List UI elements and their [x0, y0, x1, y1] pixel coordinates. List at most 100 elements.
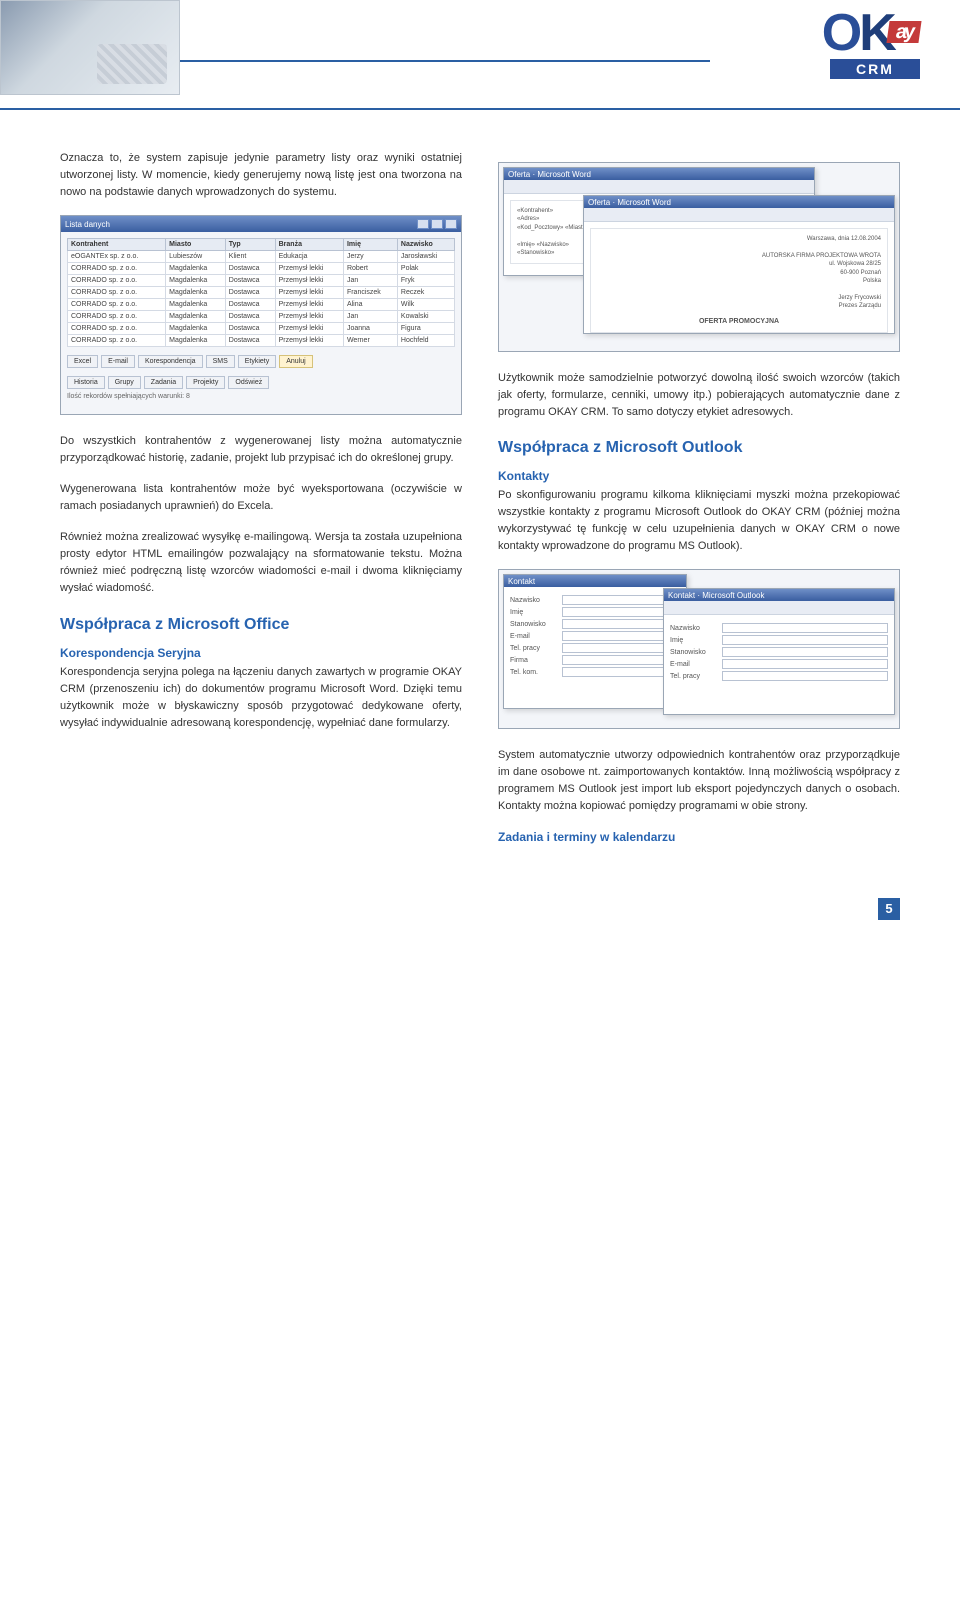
logo-ay: ay	[886, 21, 921, 43]
screenshot-outlook-contact: Kontakt NazwiskoImięStanowiskoE-mailTel.…	[498, 569, 900, 729]
doc-line: Prezes Zarządu	[597, 302, 881, 310]
screenshot-data-list: Lista danych KontrahentMiastoTypBranżaIm…	[60, 215, 462, 415]
left-para-3: Wygenerowana lista kontrahentów może być…	[60, 481, 462, 515]
grid-column-header[interactable]: Typ	[225, 239, 275, 251]
doc-line: Warszawa, dnia 12.08.2004	[597, 235, 881, 243]
heading-office: Współpraca z Microsoft Office	[60, 616, 462, 634]
form-row: Nazwisko	[670, 623, 888, 633]
form-input[interactable]	[722, 659, 888, 669]
table-row[interactable]: CORRADO sp. z o.o.MagdalenkaDostawcaPrze…	[68, 323, 455, 335]
toolbar-button[interactable]: E-mail	[101, 355, 135, 368]
word-title-2: Oferta · Microsoft Word	[588, 198, 671, 207]
table-row[interactable]: CORRADO sp. z o.o.MagdalenkaDostawcaPrze…	[68, 263, 455, 275]
window-buttons	[417, 219, 457, 229]
form-input[interactable]	[722, 671, 888, 681]
form-input[interactable]	[722, 647, 888, 657]
grid-column-header[interactable]: Branża	[275, 239, 343, 251]
form-label: Tel. pracy	[670, 673, 718, 680]
window-titlebar: Lista danych	[61, 216, 461, 232]
toolbar-button[interactable]: Anuluj	[279, 355, 312, 368]
table-cell: Przemysł lekki	[275, 323, 343, 335]
table-row[interactable]: CORRADO sp. z o.o.MagdalenkaDostawcaPrze…	[68, 311, 455, 323]
form-row: E-mail	[510, 631, 680, 641]
table-cell: Magdalenka	[166, 311, 226, 323]
table-row[interactable]: CORRADO sp. z o.o.MagdalenkaDostawcaPrze…	[68, 335, 455, 347]
minimize-icon[interactable]	[417, 219, 429, 229]
close-icon[interactable]	[445, 219, 457, 229]
table-cell: eOGANTEx sp. z o.o.	[68, 251, 166, 263]
form-label: Nazwisko	[510, 597, 558, 604]
table-row[interactable]: eOGANTEx sp. z o.o.LubieszówKlientEdukac…	[68, 251, 455, 263]
grid-column-header[interactable]: Kontrahent	[68, 239, 166, 251]
table-cell: CORRADO sp. z o.o.	[68, 299, 166, 311]
form-row: Firma	[510, 655, 680, 665]
form-input[interactable]	[722, 635, 888, 645]
grid-column-header[interactable]: Nazwisko	[397, 239, 454, 251]
table-row[interactable]: CORRADO sp. z o.o.MagdalenkaDostawcaPrze…	[68, 275, 455, 287]
doc-line: 60-900 Poznań	[597, 269, 881, 277]
form-label: Stanowisko	[670, 649, 718, 656]
table-cell: Fryk	[397, 275, 454, 287]
content-columns: Oznacza to, że system zapisuje jedynie p…	[0, 110, 960, 878]
toolbar-button[interactable]: Odśwież	[228, 376, 269, 389]
form-label: Imię	[670, 637, 718, 644]
maximize-icon[interactable]	[431, 219, 443, 229]
heading-kontakty: Kontakty	[498, 469, 900, 483]
form-row: Tel. pracy	[510, 643, 680, 653]
grid-column-header[interactable]: Imię	[343, 239, 397, 251]
left-para-4: Również można zrealizować wysyłkę e-mail…	[60, 529, 462, 597]
table-cell: Jan	[343, 311, 397, 323]
table-cell: Dostawca	[225, 311, 275, 323]
table-cell: Jan	[343, 275, 397, 287]
table-cell: Dostawca	[225, 323, 275, 335]
table-cell: Magdalenka	[166, 287, 226, 299]
heading-outlook: Współpraca z Microsoft Outlook	[498, 439, 900, 457]
toolbar-button[interactable]: Korespondencja	[138, 355, 203, 368]
right-para-2: Po skonfigurowaniu programu kilkoma klik…	[498, 487, 900, 555]
grid-status: Ilość rekordów spełniających warunki: 8	[67, 393, 455, 400]
brand-logo: OKay CRM	[822, 10, 920, 79]
form-label: Tel. kom.	[510, 669, 558, 676]
word-title-1: Oferta · Microsoft Word	[508, 170, 591, 179]
table-cell: CORRADO sp. z o.o.	[68, 287, 166, 299]
table-cell: Magdalenka	[166, 335, 226, 347]
table-cell: CORRADO sp. z o.o.	[68, 335, 166, 347]
data-grid: KontrahentMiastoTypBranżaImięNazwisko eO…	[67, 238, 455, 347]
form-row: Stanowisko	[510, 619, 680, 629]
toolbar-button[interactable]: Historia	[67, 376, 105, 389]
toolbar-button[interactable]: SMS	[206, 355, 235, 368]
table-cell: Klient	[225, 251, 275, 263]
table-cell: Przemysł lekki	[275, 275, 343, 287]
form-input[interactable]	[722, 623, 888, 633]
table-cell: Hochfeld	[397, 335, 454, 347]
toolbar-button[interactable]: Etykiety	[238, 355, 277, 368]
table-cell: Edukacja	[275, 251, 343, 263]
table-row[interactable]: CORRADO sp. z o.o.MagdalenkaDostawcaPrze…	[68, 299, 455, 311]
heading-zadania: Zadania i terminy w kalendarzu	[498, 830, 900, 844]
form-row: E-mail	[670, 659, 888, 669]
form-row: Imię	[670, 635, 888, 645]
table-cell: Figura	[397, 323, 454, 335]
toolbar-button[interactable]: Zadania	[144, 376, 183, 389]
form-label: E-mail	[670, 661, 718, 668]
contact-title-2: Kontakt · Microsoft Outlook	[668, 591, 764, 600]
logo-ok: OKay	[822, 10, 920, 57]
table-cell: Jarosławski	[397, 251, 454, 263]
table-cell: Robert	[343, 263, 397, 275]
form-label: Tel. pracy	[510, 645, 558, 652]
doc2-heading: OFERTA PROMOCYJNA	[597, 317, 881, 327]
toolbar-button[interactable]: Excel	[67, 355, 98, 368]
left-para-2: Do wszystkich kontrahentów z wygenerowan…	[60, 433, 462, 467]
contact-form-2: Nazwisko Imię Stanowisko E-mail Tel. pracy	[664, 615, 894, 689]
table-cell: Joanna	[343, 323, 397, 335]
doc-line: Polska	[597, 277, 881, 285]
form-row: Imię	[510, 607, 680, 617]
table-row[interactable]: CORRADO sp. z o.o.MagdalenkaDostawcaPrze…	[68, 287, 455, 299]
form-row: Tel. kom.	[510, 667, 680, 677]
screenshot-word-merge: Oferta · Microsoft Word «Kontrahent»«Adr…	[498, 162, 900, 352]
toolbar-button[interactable]: Projekty	[186, 376, 225, 389]
toolbar-button[interactable]: Grupy	[108, 376, 141, 389]
table-cell: Dostawca	[225, 263, 275, 275]
grid-column-header[interactable]: Miasto	[166, 239, 226, 251]
left-column: Oznacza to, że system zapisuje jedynie p…	[60, 150, 462, 848]
